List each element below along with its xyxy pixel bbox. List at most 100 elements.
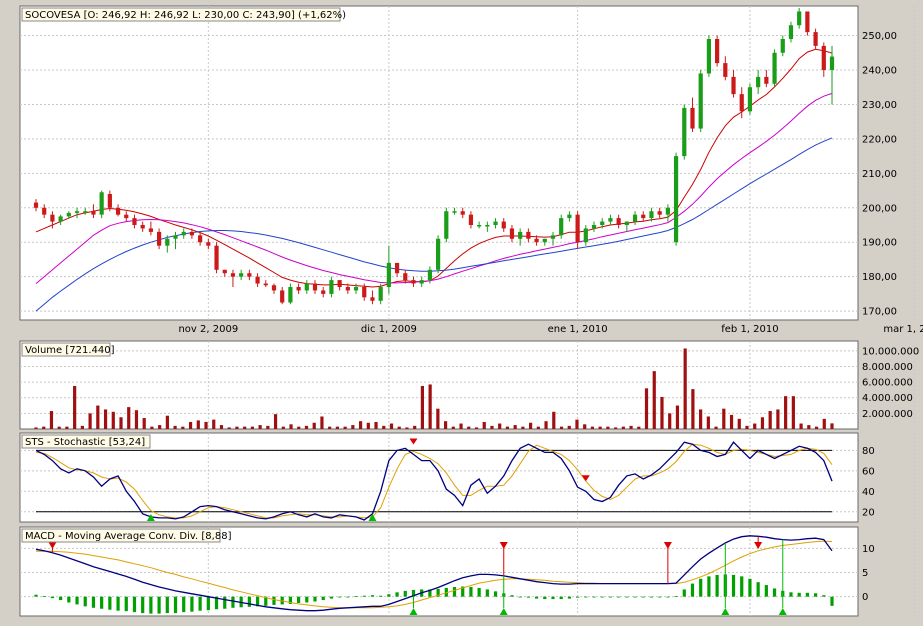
candle-body [83,211,88,213]
volume-y-tick: 6.000.000 [862,378,913,389]
candle-body [452,211,457,213]
volume-bar [706,416,710,429]
x-tick-label: dic 1, 2009 [361,324,417,335]
candle-body [312,283,318,291]
volume-bar [243,426,247,429]
volume-bar [304,425,309,429]
candle-body [567,214,572,219]
volume-bar [668,413,672,429]
candle-body [321,290,326,294]
volume-bar [722,408,726,429]
candle-body [665,207,670,215]
macd-histogram-bar [436,588,440,597]
macd-histogram-bar [813,593,818,597]
volume-bar [73,386,77,429]
macd-histogram-bar [469,587,473,597]
volume-bar [799,423,803,429]
sell-signal-marker [754,542,763,549]
macd-histogram-bar [313,596,317,602]
volume-bar [629,425,633,429]
sell-signal-marker [409,438,418,445]
macd-histogram-bar [576,596,580,598]
macd-histogram-bar [182,596,186,613]
candle-body [632,214,638,222]
x-tick-label: nov 2, 2009 [178,324,238,335]
moving-average-mid [35,92,833,284]
volume-bar [513,425,517,429]
macd-histogram-bar [338,596,342,598]
volume-bar [467,426,471,429]
volume-y-tick: 2.000.000 [862,409,913,420]
volume-bar [273,414,278,429]
candle-body [386,262,391,287]
volume-bar [691,389,695,429]
candle-body [690,107,695,129]
volume-bar [521,426,525,429]
volume-bar [652,371,656,429]
candle-body [731,76,736,95]
volume-bar [552,411,556,429]
volume-bar [791,396,795,429]
stochastic-y-tick: 60 [862,466,875,477]
volume-bar [644,388,649,429]
candle-body [682,107,687,157]
price-y-tick: 200,00 [862,203,897,214]
macd-histogram-bar [797,592,801,597]
candle-body [698,73,703,129]
volume-bar [598,426,602,429]
volume-bar [266,425,270,429]
macd-histogram-bar [379,595,383,597]
macd-histogram-bar [740,576,744,597]
volume-bar [714,426,718,429]
candle-body [50,214,55,222]
macd-histogram-bar [764,585,768,597]
macd-histogram-bar [272,596,276,605]
volume-bar [250,426,254,429]
volume-bar [158,425,162,429]
price-y-tick: 250,00 [862,31,897,42]
volume-bar [583,424,587,429]
candle-body [534,238,539,243]
volume-bar [49,411,54,429]
candle-body [181,231,186,236]
candle-body [649,211,654,219]
macd-histogram-bar [805,592,809,597]
volume-bar [498,423,502,429]
volume-bar [111,411,115,429]
volume-bar [389,423,394,429]
stochastic-y-tick: 40 [862,487,875,498]
candle-body [370,297,375,301]
volume-bar [142,418,146,429]
candle-body [329,280,334,294]
volume-bar [150,426,154,429]
macd-histogram-bar [756,582,760,597]
volume-bar [204,421,208,429]
candle-body [723,63,728,77]
macd-histogram-bar [305,596,309,603]
macd-title-box [21,528,221,543]
x-tick-label: mar 1, 2010 [883,324,923,335]
candle-body [403,273,408,281]
volume-bar [335,426,339,429]
candle-body [411,280,416,284]
volume-bar [96,405,100,429]
macd-histogram-bar [116,596,120,611]
candle-body [821,45,826,70]
macd-histogram-bar [830,596,834,606]
candle-body [706,39,712,74]
macd-histogram-bar [772,588,777,597]
sell-signal-marker [581,475,590,482]
candle-body [247,273,252,277]
candle-body [747,87,753,112]
price-y-tick: 170,00 [862,307,897,318]
candle-body [345,287,350,291]
macd-histogram-bar [83,596,87,607]
volume-bar [745,425,749,429]
macd-histogram-bar [690,583,695,597]
macd-histogram-bar [370,595,375,597]
macd-histogram-bar [42,596,46,597]
macd-plot [20,535,858,615]
candle-body [378,287,383,301]
volume-bar [807,425,811,429]
volume-y-tick: 8.000.000 [862,362,913,373]
